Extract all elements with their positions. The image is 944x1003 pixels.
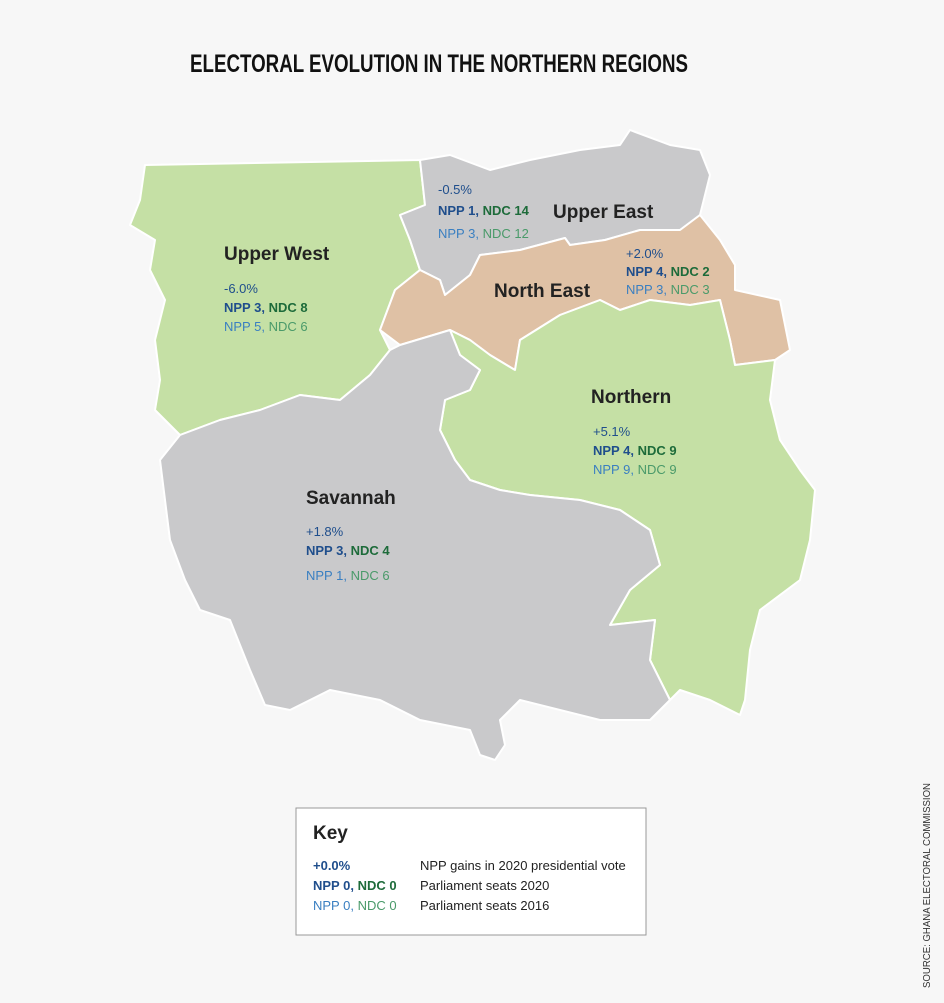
ndc-seats: NDC 6 xyxy=(269,319,308,334)
region-savannah xyxy=(159,329,671,761)
seats-2020: NPP 4, NDC 9 xyxy=(593,443,677,458)
ndc-seats: NDC 3 xyxy=(671,282,710,297)
title: ELECTORAL EVOLUTION IN THE NORTHERN REGI… xyxy=(190,50,688,78)
key-description: Parliament seats 2016 xyxy=(420,898,549,913)
npp-seats: NPP 1, xyxy=(306,568,347,583)
npp-seats: NPP 4, xyxy=(626,264,667,279)
npp-seats: NPP 9, xyxy=(593,462,634,477)
seats-2016: NPP 1, NDC 6 xyxy=(306,568,390,583)
region-name: Northern xyxy=(591,387,671,408)
seats-2020: NPP 3, NDC 8 xyxy=(224,300,308,315)
region-name: Upper East xyxy=(553,202,654,223)
region-name: Upper West xyxy=(224,244,330,265)
seats-2016: NPP 9, NDC 9 xyxy=(593,462,677,477)
key-description: Parliament seats 2020 xyxy=(420,878,549,893)
key-sample-change: +0.0% xyxy=(313,858,351,873)
ndc-seats: NDC 6 xyxy=(351,568,390,583)
npp-seats: NPP 5, xyxy=(224,319,265,334)
ndc-seats: NDC 9 xyxy=(638,443,677,458)
region-name: Savannah xyxy=(306,488,396,509)
key-description: NPP gains in 2020 presidential vote xyxy=(420,858,626,873)
key-title: Key xyxy=(313,823,348,844)
ndc-seats: NDC 0 xyxy=(358,898,397,913)
seats-2016: NPP 3, NDC 3 xyxy=(626,282,710,297)
npp-seats: NPP 0, xyxy=(313,878,354,893)
npp-seats: NPP 3, xyxy=(438,226,479,241)
seats-2016: NPP 3, NDC 12 xyxy=(438,226,529,241)
vote-change: +5.1% xyxy=(593,424,631,439)
ndc-seats: NDC 4 xyxy=(351,543,391,558)
seats-2020: NPP 4, NDC 2 xyxy=(626,264,710,279)
npp-seats: NPP 3, xyxy=(306,543,347,558)
vote-change: +1.8% xyxy=(306,524,344,539)
seats-2020: NPP 1, NDC 14 xyxy=(438,203,530,218)
npp-seats: NPP 1, xyxy=(438,203,479,218)
source: SOURCE: GHANA ELECTORAL COMMISSION xyxy=(922,783,933,988)
seats-2016: NPP 5, NDC 6 xyxy=(224,319,308,334)
key-sample-2020: NPP 0, NDC 0 xyxy=(313,878,397,893)
key-sample-2016: NPP 0, NDC 0 xyxy=(313,898,397,913)
ndc-seats: NDC 9 xyxy=(638,462,677,477)
vote-change: +2.0% xyxy=(626,246,664,261)
region-name: North East xyxy=(494,281,591,302)
ndc-seats: NDC 14 xyxy=(483,203,530,218)
vote-change: -0.5% xyxy=(438,182,472,197)
key-box xyxy=(295,807,647,936)
ndc-seats: NDC 12 xyxy=(483,226,529,241)
npp-seats: NPP 3, xyxy=(224,300,265,315)
ndc-seats: NDC 0 xyxy=(358,878,397,893)
vote-change: -6.0% xyxy=(224,281,258,296)
npp-seats: NPP 4, xyxy=(593,443,634,458)
npp-seats: NPP 3, xyxy=(626,282,667,297)
ndc-seats: NDC 8 xyxy=(269,300,308,315)
seats-2020: NPP 3, NDC 4 xyxy=(306,543,390,558)
npp-seats: NPP 0, xyxy=(313,898,354,913)
ndc-seats: NDC 2 xyxy=(671,264,710,279)
